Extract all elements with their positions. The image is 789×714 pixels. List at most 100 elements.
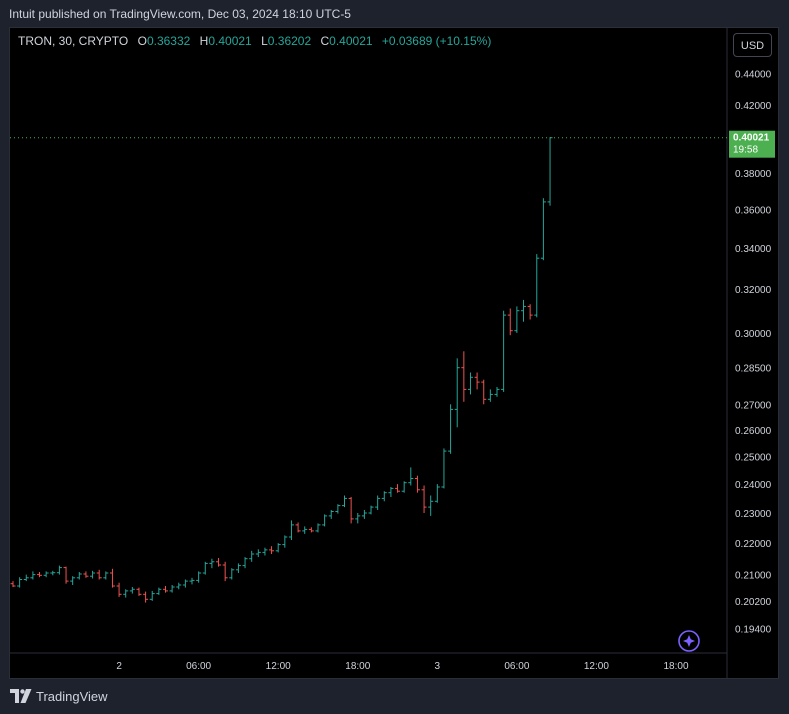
ohlc-bar (322, 514, 328, 527)
price-tick-label: 0.20200 (735, 597, 772, 608)
ohlc-bar (63, 566, 69, 584)
ohlc-bar (342, 495, 347, 508)
price-tick-label: 0.21000 (735, 571, 772, 582)
price-scale[interactable]: 0.19400 0.20200 0.21000 0.22000 0.23000 0.240… (735, 69, 772, 635)
ohlc-bar (262, 547, 268, 556)
time-tick-label: 12:00 (584, 661, 609, 672)
ohlc-bar (76, 572, 82, 580)
last-price-countdown: 19:58 (733, 145, 758, 156)
ohlc-bar (408, 467, 414, 486)
ohlc-bar (229, 568, 235, 580)
ohlc-bar (288, 520, 294, 540)
ohlc-bar (149, 590, 155, 601)
ohlc-bar (540, 198, 546, 261)
symbol-legend: TRON, 30, CRYPTO O0.36332 H0.40021 L0.36… (18, 34, 491, 48)
ohlc-bar (414, 475, 420, 493)
ohlc-bar (242, 557, 248, 569)
price-tick-label: 0.44000 (735, 69, 772, 80)
price-tick-label: 0.19400 (735, 624, 772, 635)
time-scale[interactable]: 2 06:00 12:00 18:00 3 06:00 12:00 18:00 (116, 661, 689, 672)
price-tick-label: 0.32000 (735, 285, 772, 296)
ohlc-bar (222, 561, 228, 582)
open-value: 0.36332 (146, 34, 191, 48)
brand-name: TradingView (36, 688, 108, 704)
ohlc-bar (474, 372, 480, 390)
price-tick-label: 0.27000 (735, 400, 772, 411)
ohlc-bar (83, 571, 89, 578)
ohlc-bar (156, 587, 162, 595)
ohlc-bar (481, 379, 487, 405)
ohlc-bar (521, 299, 527, 322)
time-tick-label: 3 (435, 661, 441, 672)
tradingview-logo-icon (10, 689, 32, 703)
ohlc-bar (30, 571, 36, 580)
ohlc-bar (182, 579, 188, 588)
time-tick-label: 12:00 (266, 661, 291, 672)
ohlc-bar (401, 481, 407, 493)
ohlc-series (10, 137, 553, 603)
time-tick-label: 2 (116, 661, 122, 672)
price-tick-label: 0.28500 (735, 364, 772, 375)
ohlc-bar (335, 504, 341, 514)
time-tick-label: 06:00 (186, 661, 211, 672)
ohlc-bar (428, 495, 434, 516)
price-tick-label: 0.36000 (735, 205, 772, 216)
ohlc-bar (90, 570, 96, 579)
symbol-name[interactable]: TRON, 30, CRYPTO (18, 34, 129, 48)
ohlc-bar (295, 522, 301, 533)
ohlc-bar (202, 561, 208, 575)
ohlc-bar (143, 591, 149, 603)
ohlc-bar (375, 495, 381, 510)
ohlc-bar (308, 527, 314, 533)
ohlc-bar (17, 577, 23, 588)
ohlc-bar (348, 497, 354, 524)
ohlc-bar (421, 485, 427, 513)
price-tick-label: 0.24000 (735, 480, 772, 491)
ohlc-chart[interactable]: 0.19400 0.20200 0.21000 0.22000 0.23000 0.240… (10, 28, 778, 678)
ohlc-bar (467, 372, 473, 395)
ohlc-bar (96, 569, 102, 580)
price-tick-label: 0.38000 (735, 169, 772, 180)
price-tick-label: 0.34000 (735, 244, 772, 255)
ohlc-bar (255, 549, 261, 558)
ohlc-bar (388, 487, 394, 497)
low-value: 0.36202 (267, 34, 312, 48)
last-price-tag-bg (729, 130, 775, 158)
ohlc-bar (448, 404, 454, 454)
ohlc-bar (269, 546, 275, 554)
high-label: H (199, 34, 209, 48)
ohlc-bar (10, 581, 16, 587)
ohlc-bar (514, 306, 520, 333)
ohlc-bar (103, 571, 109, 580)
ohlc-bar (487, 389, 493, 402)
ohlc-bar (249, 550, 255, 562)
ohlc-bar (209, 558, 215, 569)
ohlc-bar (361, 510, 367, 519)
ohlc-bar (169, 585, 175, 593)
footer-brand[interactable]: TradingView (10, 686, 108, 706)
ohlc-bar (70, 576, 76, 585)
ohlc-bar (302, 526, 308, 534)
high-value: 0.40021 (208, 34, 252, 48)
last-price-tag: 0.40021 19:58 (729, 130, 775, 158)
close-value: 0.40021 (329, 34, 373, 48)
ohlc-bar (50, 570, 56, 576)
ohlc-bar (534, 254, 540, 318)
currency-button[interactable]: USD (733, 33, 772, 57)
last-price-value: 0.40021 (733, 133, 770, 144)
price-tick-label: 0.42000 (735, 101, 772, 112)
ohlc-bar (37, 572, 43, 578)
ohlc-bar (501, 310, 507, 392)
change-value: +0.03689 (+10.15%) (381, 34, 492, 48)
sparkle-icon[interactable] (678, 630, 700, 652)
time-tick-label: 18:00 (663, 661, 688, 672)
ohlc-bar (235, 563, 241, 573)
chart-pane[interactable]: 0.19400 0.20200 0.21000 0.22000 0.23000 0.240… (9, 27, 779, 679)
ohlc-bar (282, 535, 288, 548)
price-tick-label: 0.30000 (735, 329, 772, 340)
price-tick-label: 0.22000 (735, 539, 772, 550)
ohlc-bar (381, 491, 387, 502)
ohlc-bar (23, 574, 29, 582)
time-tick-label: 06:00 (504, 661, 529, 672)
ohlc-bar (162, 586, 168, 593)
